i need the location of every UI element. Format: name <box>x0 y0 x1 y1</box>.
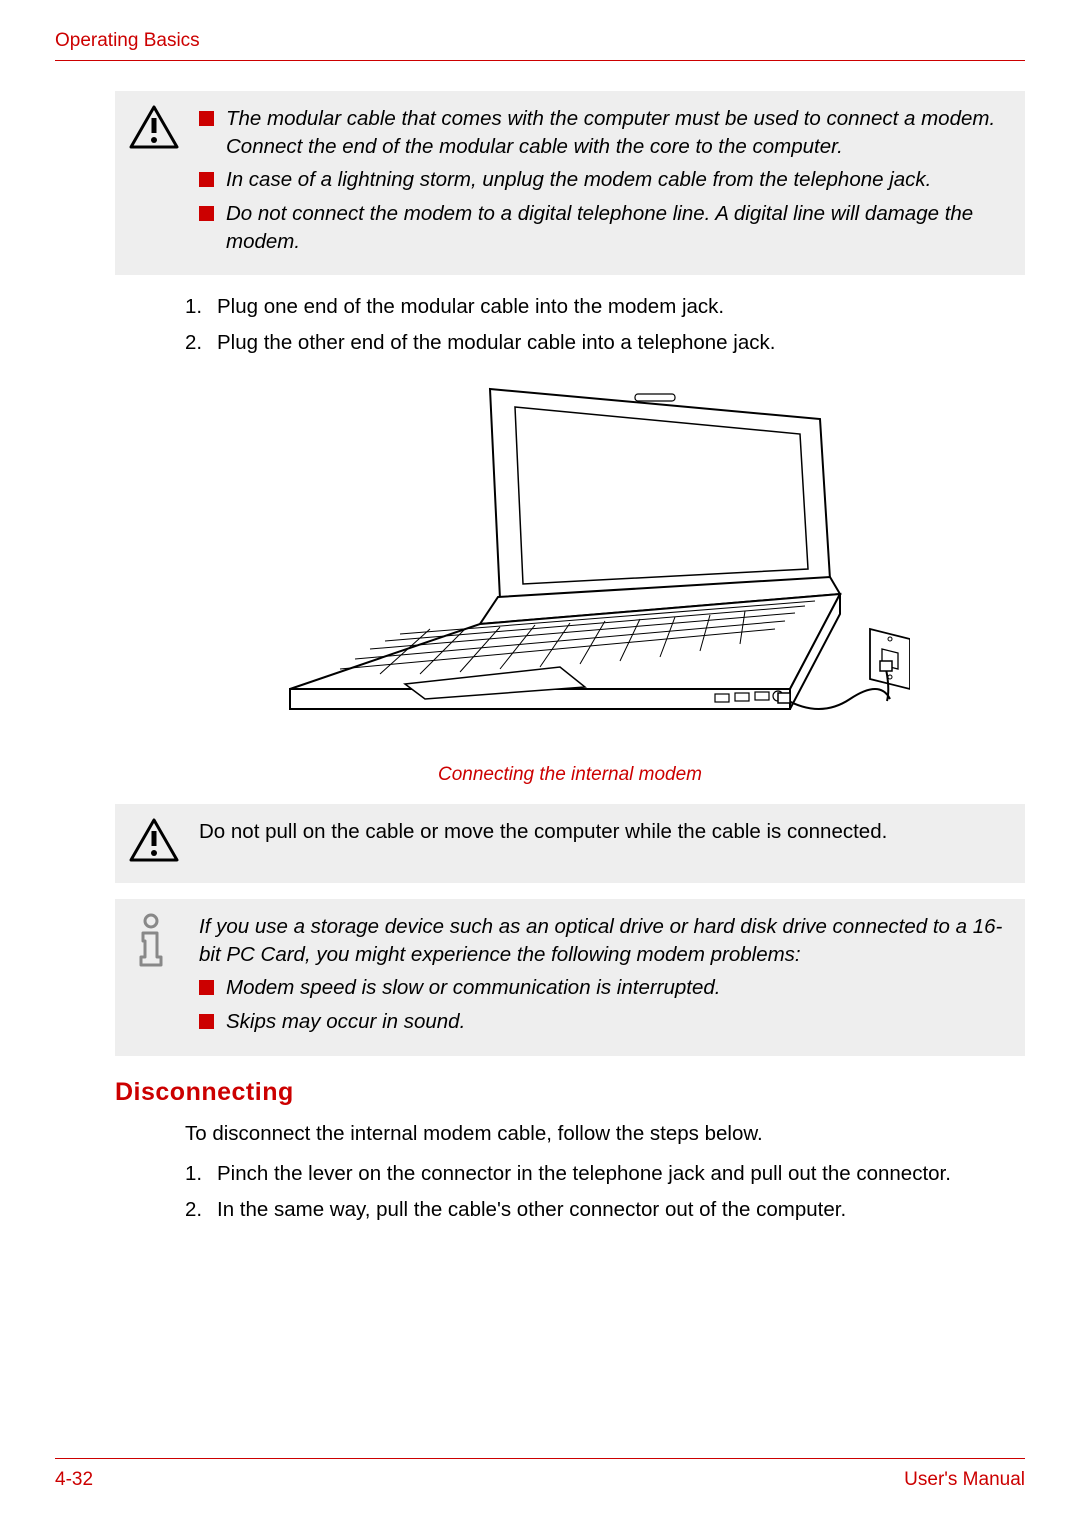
list-item: 2. Plug the other end of the modular cab… <box>185 327 1025 359</box>
info-content: If you use a storage device such as an o… <box>199 913 1007 1042</box>
warning-bullet: Do not connect the modem to a digital te… <box>199 200 1007 255</box>
warning-bullet: The modular cable that comes with the co… <box>199 105 1007 160</box>
figure-caption: Connecting the internal modem <box>115 764 1025 786</box>
step-text: Plug one end of the modular cable into t… <box>217 291 1025 323</box>
manual-label: User's Manual <box>904 1469 1025 1491</box>
connect-steps: 1. Plug one end of the modular cable int… <box>185 291 1025 359</box>
bullet-icon <box>199 111 214 126</box>
info-icon <box>129 913 185 974</box>
caution-callout: Do not pull on the cable or move the com… <box>115 804 1025 883</box>
header-rule <box>55 60 1025 61</box>
warning-bullet-text: The modular cable that comes with the co… <box>226 105 1007 160</box>
warning-bullet-text: In case of a lightning storm, unplug the… <box>226 166 931 194</box>
bullet-icon <box>199 172 214 187</box>
footer-rule <box>55 1458 1025 1459</box>
warning-icon <box>129 105 185 156</box>
step-text: Pinch the lever on the connector in the … <box>217 1158 1025 1190</box>
list-item: 1. Pinch the lever on the connector in t… <box>185 1158 1025 1190</box>
info-intro: If you use a storage device such as an o… <box>199 913 1007 968</box>
disconnect-intro: To disconnect the internal modem cable, … <box>185 1119 1025 1149</box>
step-text: Plug the other end of the modular cable … <box>217 327 1025 359</box>
bullet-icon <box>199 1014 214 1029</box>
section-header: Operating Basics <box>55 30 1025 52</box>
info-bullet-text: Skips may occur in sound. <box>226 1008 465 1036</box>
bullet-icon <box>199 980 214 995</box>
bullet-icon <box>199 206 214 221</box>
page-footer: 4-32 User's Manual <box>55 1469 1025 1491</box>
step-number: 1. <box>185 291 217 323</box>
info-bullet-text: Modem speed is slow or communication is … <box>226 974 721 1002</box>
step-number: 1. <box>185 1158 217 1190</box>
caution-text: Do not pull on the cable or move the com… <box>199 818 1007 846</box>
info-bullet: Modem speed is slow or communication is … <box>199 974 1007 1002</box>
info-bullet: Skips may occur in sound. <box>199 1008 1007 1036</box>
list-item: 1. Plug one end of the modular cable int… <box>185 291 1025 323</box>
warning-callout: The modular cable that comes with the co… <box>115 91 1025 275</box>
figure: Connecting the internal modem <box>115 379 1025 786</box>
list-item: 2. In the same way, pull the cable's oth… <box>185 1194 1025 1226</box>
info-callout: If you use a storage device such as an o… <box>115 899 1025 1056</box>
warning-content: The modular cable that comes with the co… <box>199 105 1007 261</box>
step-number: 2. <box>185 327 217 359</box>
laptop-illustration <box>230 379 910 749</box>
warning-bullet-text: Do not connect the modem to a digital te… <box>226 200 1007 255</box>
disconnect-steps: 1. Pinch the lever on the connector in t… <box>185 1158 1025 1226</box>
warning-bullet: In case of a lightning storm, unplug the… <box>199 166 1007 194</box>
disconnect-heading: Disconnecting <box>115 1078 1025 1107</box>
step-number: 2. <box>185 1194 217 1226</box>
warning-icon <box>129 818 185 869</box>
page-number: 4-32 <box>55 1469 93 1491</box>
step-text: In the same way, pull the cable's other … <box>217 1194 1025 1226</box>
